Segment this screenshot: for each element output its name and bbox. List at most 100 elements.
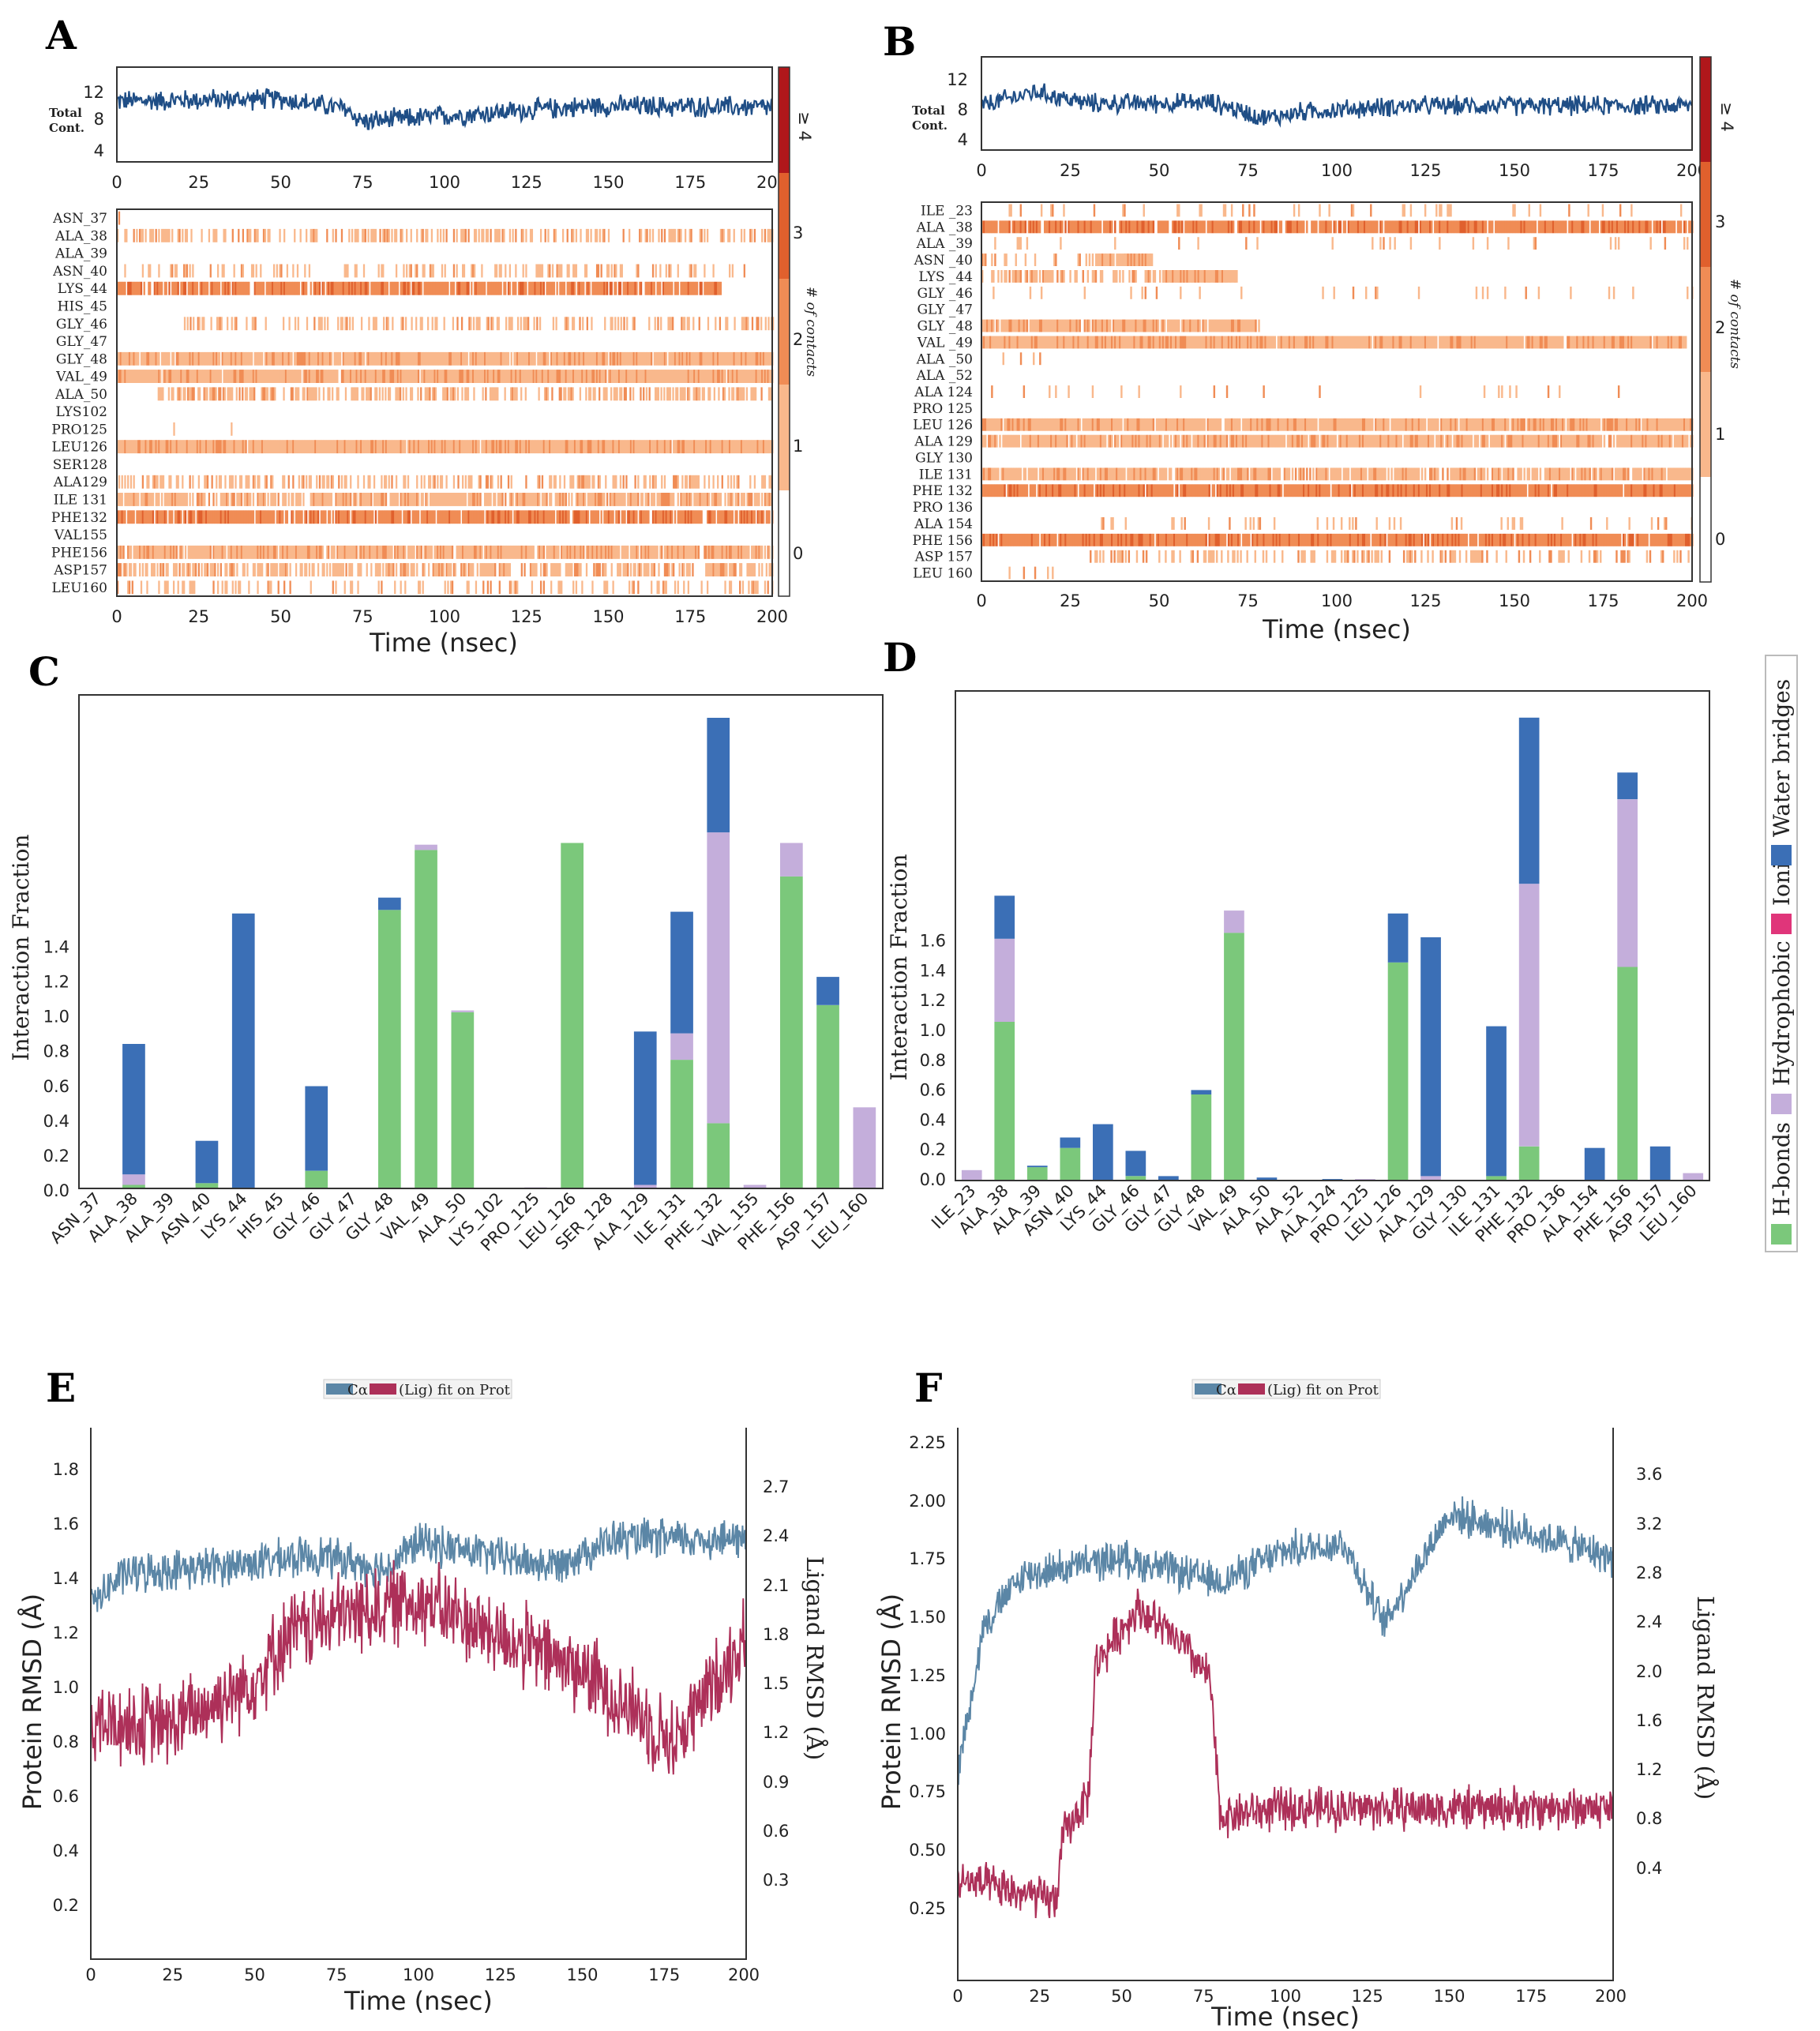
a-heatmap-cell [314,281,317,295]
a-heatmap-cell [127,475,129,489]
b-heatmap-cell [1049,270,1051,283]
a-heatmap-cell [230,563,233,576]
a-heatmap-cell [546,281,548,295]
b-heatmap-cell [1205,319,1207,332]
a-heatmap-cell [495,370,498,383]
a-heatmap-cell [209,370,212,383]
a-heatmap-cell [705,440,707,454]
b-heatmap-cell [1149,253,1152,266]
a-heatmap-cell [310,475,312,489]
a-heatmap-cell [644,545,647,559]
a-heatmap-cell [400,580,402,595]
a-cbar-tick: 0 [793,544,803,563]
a-heatmap-cell [674,510,677,524]
a-heatmap-cell [707,317,710,331]
a-heatmap-cell [280,545,283,559]
a-heatmap-cell [253,387,256,401]
a-heatmap-cell [252,440,255,454]
a-heatmap-cell [761,351,764,366]
b-heatmap-cell [1552,220,1555,234]
a-heatmap-cell [699,387,701,401]
a-heatmap-cell [665,264,667,278]
a-heatmap-cell [591,545,594,559]
b-heatmap-cell [1200,220,1203,234]
b-heatmap-cell [1619,204,1622,217]
a-heatmap-cell [152,370,155,383]
a-heatmap-cell [460,317,463,331]
a-heatmap-cell [687,563,689,576]
b-heatmap-cell [1654,220,1657,234]
a-heatmap-cell [416,440,418,454]
a-heatmap-cell [301,563,303,576]
a-heatmap-cell [549,370,551,383]
a-heatmap-cell [571,228,573,242]
a-heatmap-cell [552,317,555,331]
a-heatmap-cell [758,493,760,506]
a-heatmap-cell [532,440,535,454]
b-heatmap-cell [1363,220,1366,234]
b-heatmap-cell [1011,220,1014,234]
b-heatmap-cell [1481,286,1484,299]
b-heatmap-cell [1082,220,1084,234]
b-heatmap-cell [1248,220,1251,234]
a-heatmap-cell [525,493,527,506]
a-heatmap-cell [435,563,437,576]
a-heatmap-cell [255,370,257,383]
a-heatmap-cell [534,493,536,506]
a-heatmap-cell [623,387,626,401]
a-heatmap-cell [494,440,497,454]
b-heatmap-cell [1141,286,1143,299]
a-heatmap-cell [124,493,126,506]
a-heatmap-cell [729,563,731,576]
a-heatmap-cell [418,440,422,454]
a-heatmap-cell [542,370,545,383]
a-heatmap-cell [358,510,361,524]
a-heatmap-cell [428,475,430,489]
a-heatmap-cell [439,545,442,559]
b-heatmap-cell [1642,220,1644,234]
b-heatmap-cell [1113,253,1115,266]
a-heatmap-cell [417,440,420,454]
a-heatmap-cell [538,387,540,401]
a-heatmap-cell [764,580,767,595]
b-heatmap-cell [1424,220,1427,234]
a-heatmap-cell [420,493,422,506]
a-heatmap-cell [441,545,444,559]
a-heatmap-cell [739,351,741,366]
a-heatmap-cell [583,510,585,524]
a-heatmap-cell [605,440,607,454]
a-heatmap-cell [389,440,392,454]
a-heatmap-cell [482,510,485,524]
a-heatmap-cell [756,370,759,383]
a-heatmap-cell [203,387,205,401]
a-heatmap-cell [429,510,432,524]
a-heatmap-cell [239,580,242,595]
a-heatmap-cell [528,545,531,559]
a-heatmap-cell [302,493,305,506]
a-heatmap-cell [668,228,670,242]
a-heatmap-cell [678,545,681,559]
a-heatmap-cell [268,440,271,454]
a-heatmap-cell [212,370,215,383]
b-heatmap-cell [1093,220,1096,234]
a-heatmap-cell [722,228,725,242]
a-heatmap-cell [497,440,500,454]
a-heatmap-cell [175,545,178,559]
a-heatmap-cell [265,281,268,295]
a-heatmap-cell [325,370,327,383]
a-heatmap-cell [462,475,464,489]
a-heatmap-cell [291,545,293,559]
a-heatmap-cell [684,440,687,454]
a-heatmap-cell [559,510,561,524]
a-heatmap-cell [238,281,240,295]
a-heatmap-cell [595,281,599,295]
b-heatmap-cell [1195,220,1198,234]
a-heatmap-cell [610,493,613,506]
a-heatmap-cell [700,510,703,524]
a-heatmap-cell [224,228,227,242]
a-heatmap-cell [250,370,253,383]
b-heatmap-cell [1161,319,1165,332]
a-heatmap-cell [248,351,250,366]
a-heatmap-cell [485,228,488,242]
a-heatmap-cell [144,510,147,524]
